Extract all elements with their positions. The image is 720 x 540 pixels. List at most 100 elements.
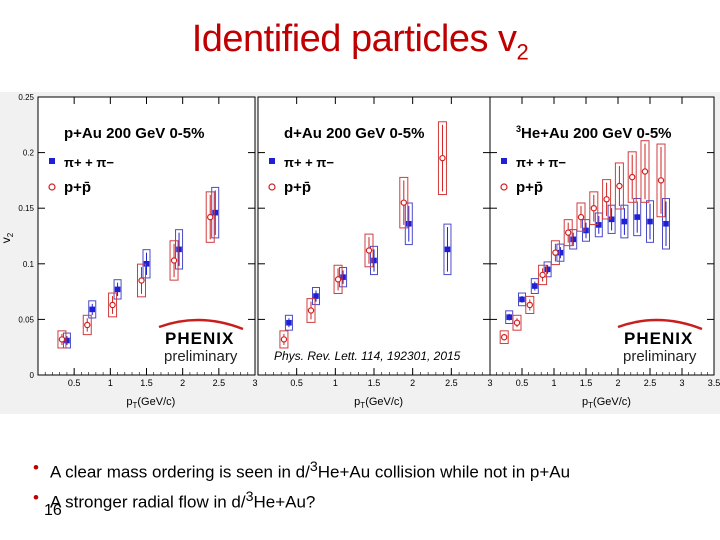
panel-title: d+Au 200 GeV 0-5% (284, 125, 424, 142)
x-tick-label: 2.5 (445, 378, 458, 388)
proton-point (365, 247, 373, 254)
pion-point (176, 246, 182, 253)
pion-syst-box (582, 219, 590, 242)
pion-point (634, 214, 640, 220)
x-tick-label: 0.5 (68, 378, 81, 388)
x-tick-label: 1.5 (368, 378, 381, 388)
legend-pion-marker (501, 158, 507, 164)
chart-panel-3: 0.5 1 1.5 2 2.5 3 3.5 pT(GeV/c) 3He+Au 200 GeV 0… (489, 96, 720, 410)
legend-pion-label: π+ + π− (284, 155, 334, 170)
proton-syst-box (614, 162, 624, 210)
bullet-item: A clear mass ordering is seen in d/3He+A… (30, 455, 570, 485)
proton-syst-box (512, 314, 522, 331)
x-tick-label: 2 (410, 378, 415, 388)
proton-point (207, 213, 214, 221)
proton-point (577, 213, 585, 221)
pion-syst-box (88, 300, 97, 319)
preliminary-label: preliminary (164, 348, 238, 365)
proton-point (307, 307, 315, 314)
legend-pion-label: π+ + π− (516, 155, 566, 170)
proton-point (513, 319, 521, 326)
pion-point (532, 283, 538, 289)
pion-syst-box (443, 223, 452, 276)
proton-point (58, 336, 66, 343)
slide-title: Identified particles v2 (191, 18, 529, 65)
phenix-logo-arc (617, 318, 703, 331)
pion-point (340, 274, 346, 280)
pion-syst-box (284, 314, 293, 331)
pion-syst-box (312, 286, 320, 306)
pion-point (557, 249, 564, 256)
proton-syst-box (589, 191, 599, 226)
pion-syst-box (646, 200, 654, 243)
pion-syst-box (211, 186, 220, 239)
proton-point (138, 277, 145, 284)
x-tick-label: 3 (252, 378, 257, 388)
proton-point (526, 301, 534, 309)
legend-proton-label: p+p̄ (284, 179, 311, 196)
proton-point (616, 182, 623, 190)
y-tick-label: 0.1 (23, 260, 35, 269)
pion-syst-box (175, 229, 184, 270)
proton-point (657, 177, 665, 184)
pion-point (608, 216, 615, 223)
proton-syst-box (364, 233, 374, 268)
proton-syst-box (550, 240, 560, 266)
x-tick-label: 1.5 (580, 378, 593, 388)
pion-point (583, 227, 589, 234)
pion-point (406, 220, 412, 227)
proton-syst-box (656, 143, 666, 218)
proton-syst-box (57, 330, 67, 349)
x-tick-label: 3 (679, 378, 684, 388)
panel-title: 3He+Au 200 GeV 0-5% (516, 124, 672, 142)
proton-syst-box (333, 264, 343, 294)
bullet-list: A clear mass ordering is seen in d/3He+A… (30, 455, 570, 514)
journal-reference: Phys. Rev. Lett. 114, 192301, 2015 (274, 349, 461, 363)
proton-point (552, 249, 559, 256)
legend-proton-label: p+p̄ (64, 179, 91, 196)
y-tick-label: 0.05 (18, 315, 34, 324)
pion-point (663, 220, 669, 227)
phenix-logo-text: PHENIX (165, 329, 234, 348)
proton-point (641, 168, 649, 175)
proton-point (629, 173, 636, 181)
proton-syst-box (627, 151, 637, 203)
pion-point (371, 257, 377, 264)
pion-point (596, 222, 602, 228)
x-tick-label: 3 (487, 378, 492, 388)
v2-figure: 0.5 1 1.5 2 2.5 3 0 0.05 0.1 0.15 0.2 0.25 v2 pT(GeV/… (0, 92, 720, 414)
pion-point (286, 319, 292, 326)
pion-point (506, 314, 512, 320)
x-tick-label: 2 (180, 378, 185, 388)
proton-syst-box (205, 191, 215, 243)
proton-point (539, 271, 546, 279)
proton-point (84, 321, 91, 329)
phenix-logo-text: PHENIX (624, 329, 693, 348)
preliminary-label: preliminary (623, 348, 697, 365)
proton-point (501, 333, 508, 341)
proton-point (170, 257, 178, 264)
pion-syst-box (370, 245, 378, 276)
pion-syst-box (113, 279, 122, 300)
chart-panel-2: 0.5 1 1.5 2 2.5 3 pT(GeV/c) d+Au 200 GeV 0-5% π+… (257, 96, 493, 410)
proton-syst-box (399, 176, 409, 229)
proton-syst-box (137, 263, 146, 298)
legend-pion-marker (49, 158, 55, 164)
pion-syst-box (633, 198, 642, 237)
proton-syst-box (108, 292, 118, 318)
legend-proton-marker (268, 183, 276, 191)
pion-syst-box (662, 198, 670, 250)
proton-syst-box (499, 330, 509, 345)
proton-point (109, 301, 116, 309)
proton-syst-box (525, 295, 535, 315)
proton-syst-box (306, 298, 316, 323)
proton-syst-box (538, 264, 548, 286)
y-tick-label: 0.2 (23, 149, 35, 158)
legend-proton-label: p+p̄ (516, 179, 543, 196)
y-tick-label: 0.15 (18, 204, 34, 213)
x-tick-label: 2.5 (644, 378, 657, 388)
proton-syst-box (279, 330, 289, 349)
x-tick-label: 0.5 (290, 378, 303, 388)
proton-syst-box (602, 179, 612, 220)
proton-syst-box (437, 121, 447, 196)
